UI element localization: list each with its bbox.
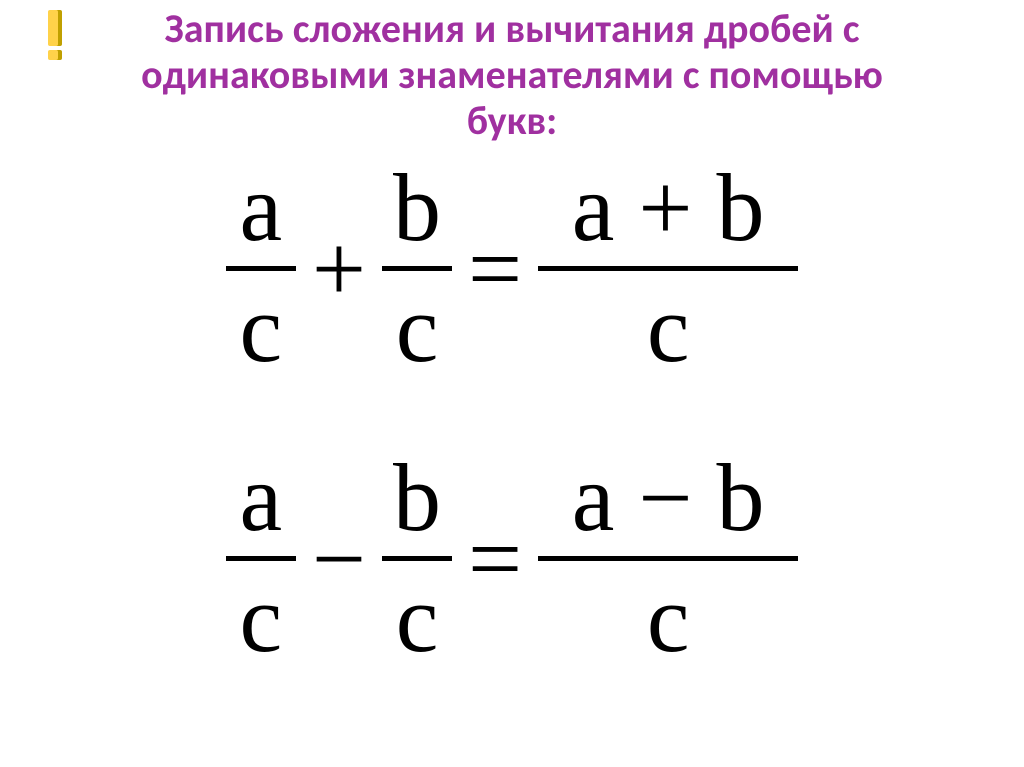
slide-title: Запись сложения и вычитания дробей с оди… — [0, 6, 1024, 144]
fraction-aplusb-over-c: a + b c — [536, 160, 800, 377]
fraction-b-over-c: b c — [380, 160, 454, 377]
denominator: c — [234, 571, 289, 667]
numerator: b — [387, 450, 447, 546]
fraction-bar — [382, 556, 452, 561]
equals-sign: = — [454, 221, 536, 317]
fraction-bar — [226, 556, 296, 561]
denominator: c — [390, 571, 445, 667]
slide: Запись сложения и вычитания дробей с оди… — [0, 0, 1024, 767]
denominator: c — [390, 281, 445, 377]
numerator: b — [387, 160, 447, 256]
equation-addition: a c + b c = a + b c — [0, 160, 1024, 377]
fraction-aminusb-over-c: a − b c — [536, 450, 800, 667]
title-line-1: Запись сложения и вычитания дробей с — [0, 6, 1024, 52]
numerator: a + b — [566, 160, 771, 256]
fraction-bar — [226, 266, 296, 271]
fraction-bar — [538, 556, 798, 561]
fraction-b-over-c: b c — [380, 450, 454, 667]
numerator: a — [234, 450, 289, 546]
title-line-3: букв: — [0, 98, 1024, 144]
plus-operator: + — [298, 221, 380, 317]
equation-subtraction: a c − b c = a − b c — [0, 450, 1024, 667]
numerator: a − b — [566, 450, 771, 546]
title-line-2: одинаковыми знаменателями с помощью — [0, 52, 1024, 98]
equals-sign: = — [454, 511, 536, 607]
formula-subtraction: a c − b c = a − b c — [0, 450, 1024, 667]
denominator: c — [641, 281, 696, 377]
formula-addition: a c + b c = a + b c — [0, 160, 1024, 377]
fraction-a-over-c: a c — [224, 450, 298, 667]
denominator: c — [641, 571, 696, 667]
fraction-a-over-c: a c — [224, 160, 298, 377]
minus-operator: − — [298, 511, 380, 607]
fraction-bar — [382, 266, 452, 271]
numerator: a — [234, 160, 289, 256]
fraction-bar — [538, 266, 798, 271]
denominator: c — [234, 281, 289, 377]
